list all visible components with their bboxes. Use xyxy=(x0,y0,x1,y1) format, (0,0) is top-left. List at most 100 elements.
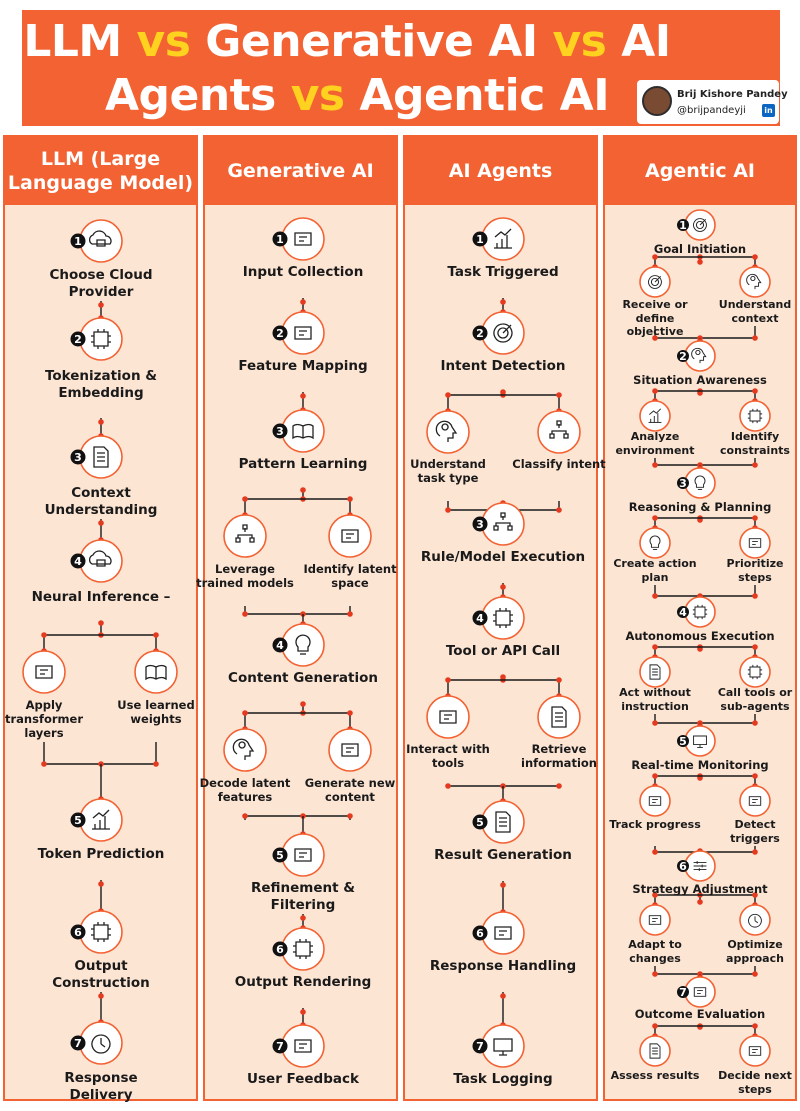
search-doc-icon-stroke xyxy=(551,706,567,728)
alert-search-icon-stroke xyxy=(752,799,758,803)
step-number-badge xyxy=(272,325,288,341)
step-node: 6 xyxy=(472,911,525,955)
connector-dot xyxy=(300,701,306,707)
monitor-icon xyxy=(693,735,707,748)
input-icon-stroke xyxy=(294,232,312,246)
branch-node xyxy=(537,410,581,454)
cloud-chip-icon-stroke xyxy=(88,550,112,565)
lightbulb-icon-stroke xyxy=(295,634,311,652)
search-doc-icon-stroke xyxy=(555,712,563,722)
branch-label: Classify intent xyxy=(512,457,606,471)
connector-dot xyxy=(752,254,758,260)
branch-label: Decide next steps xyxy=(718,1069,792,1096)
person-steps-icon xyxy=(648,796,662,806)
feedback-icon-stroke xyxy=(294,1039,312,1053)
step-node: 3 xyxy=(272,409,325,453)
book-pencil-icon xyxy=(145,664,167,681)
branch-node xyxy=(739,656,771,688)
step-node-circle xyxy=(79,910,123,954)
step-label: Response Handling xyxy=(429,958,577,974)
signpost-icon-stroke xyxy=(748,1046,762,1056)
author-badge[interactable]: Brij Kishore Pandey @brijpandeyji in xyxy=(637,80,788,124)
step-number-badge xyxy=(472,516,488,532)
branch-label: Optimize approach xyxy=(726,938,784,965)
step-node: 2 xyxy=(70,317,123,361)
cycle-icon-stroke xyxy=(748,913,762,928)
report-icon xyxy=(649,1043,661,1059)
branch-label: Receive or define objective xyxy=(622,298,688,338)
step-label: Context Understanding xyxy=(44,485,158,518)
step-number: 4 xyxy=(476,612,484,625)
connector-dot xyxy=(752,335,758,341)
report-icon-stroke xyxy=(649,1043,661,1059)
step-number-badge xyxy=(677,986,689,998)
head-search-icon-stroke xyxy=(435,420,458,442)
connector-dot xyxy=(652,644,658,650)
hand-tools-icon xyxy=(439,710,457,724)
branch-label: Adapt to changes xyxy=(628,938,682,965)
connector-dot xyxy=(98,419,104,425)
support-agent-icon-stroke xyxy=(494,926,512,940)
step-label: Response Delivery xyxy=(64,1070,138,1103)
branch-label: Retrieve information xyxy=(521,742,597,770)
branch-node xyxy=(639,266,671,298)
branch-label: Understand task type xyxy=(410,457,486,485)
gear-arrow-icon-stroke xyxy=(93,924,109,940)
gear-search-icon xyxy=(747,408,763,424)
connector-dot xyxy=(652,462,658,468)
author-handle: @brijpandeyji xyxy=(677,105,746,116)
connector-line xyxy=(654,326,756,339)
connector-dot xyxy=(652,773,658,779)
branch-node-circle xyxy=(739,400,771,432)
gear-search-icon-stroke xyxy=(747,408,763,424)
step-number: 6 xyxy=(74,926,82,939)
step-number: 5 xyxy=(476,816,484,829)
report-icon-stroke xyxy=(652,1047,658,1055)
branch-node xyxy=(639,904,671,936)
step-number-badge xyxy=(272,1038,288,1054)
chart-up-icon xyxy=(92,809,110,830)
connector-dot xyxy=(652,335,658,341)
column-title-llm: LLM (Large Language Model) xyxy=(5,137,196,205)
magnifier-warning-icon-stroke xyxy=(341,529,359,543)
branch-label: Create action plan xyxy=(613,557,697,584)
branch-label: Act without instruction xyxy=(619,686,691,713)
brain-icon-stroke xyxy=(232,738,255,760)
step-node-circle xyxy=(684,467,716,499)
step-node-circle xyxy=(281,927,325,971)
api-gear-icon xyxy=(493,608,513,628)
step-label: Refinement & Filtering xyxy=(250,880,356,913)
connector-line xyxy=(654,714,756,724)
gear-search-icon-stroke xyxy=(749,410,761,422)
step-number-badge xyxy=(472,925,488,941)
branch-node-circle xyxy=(739,1035,771,1067)
alert-search-icon-stroke xyxy=(748,796,762,806)
monitor-icon-stroke xyxy=(693,735,707,746)
branch-label: Identify latent space xyxy=(303,562,397,590)
connector-dot xyxy=(98,620,104,626)
connector-dot xyxy=(697,259,703,265)
connector-dot xyxy=(652,892,658,898)
step-label: Neural Inference – xyxy=(31,589,171,605)
transformer-icon-stroke xyxy=(35,665,53,679)
branch-label: Assess results xyxy=(610,1069,700,1082)
step-number-badge xyxy=(677,860,689,872)
magnifier-warning-icon xyxy=(341,529,359,543)
branch-node-circle xyxy=(739,785,771,817)
chip-code-icon xyxy=(91,329,111,349)
laptop-icon xyxy=(493,1038,513,1056)
book-pencil-icon-stroke xyxy=(145,664,167,681)
chart-search-icon xyxy=(648,408,662,423)
linkedin-icon[interactable]: in xyxy=(762,104,775,117)
connector-dot xyxy=(300,1009,306,1015)
branch-label: Leverage trained models xyxy=(196,562,294,590)
branch-node xyxy=(328,514,372,558)
eye-brain-icon xyxy=(691,347,707,364)
branch-label: Call tools or sub-agents xyxy=(717,686,793,713)
branch-node xyxy=(639,1035,671,1067)
step-node: 1 xyxy=(272,217,325,261)
step-number: 3 xyxy=(74,451,82,464)
connector-dot xyxy=(500,299,506,305)
branch-label: Understand context xyxy=(718,298,792,325)
branch-node-circle xyxy=(639,400,671,432)
